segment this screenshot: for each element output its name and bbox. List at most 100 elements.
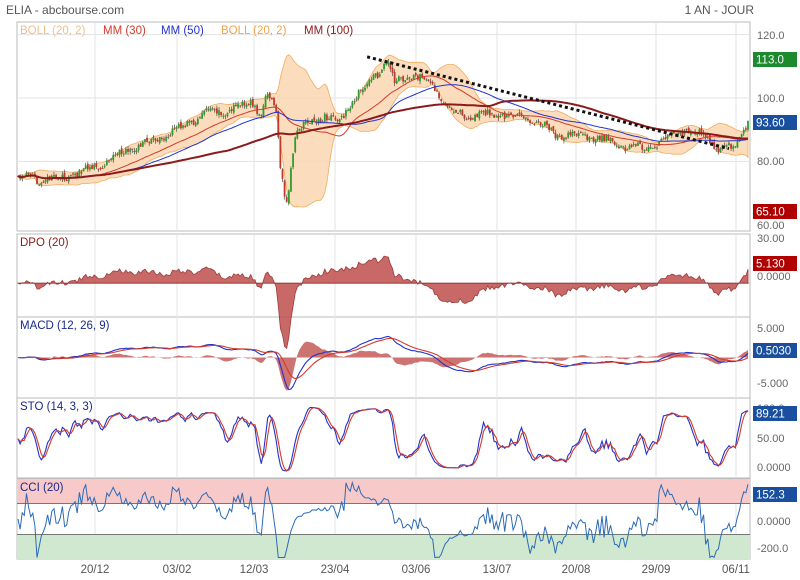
- candle-body-14: [46, 176, 49, 182]
- candle-body-242: [529, 120, 531, 124]
- candle-body-152: [338, 118, 341, 123]
- candle-body-255: [556, 135, 559, 140]
- candle-body-142: [317, 119, 320, 124]
- candle-body-74: [173, 127, 176, 129]
- candle-body-51: [125, 148, 127, 154]
- candle-body-199: [438, 92, 440, 99]
- candle-body-85: [196, 118, 199, 124]
- candle-body-133: [298, 128, 301, 131]
- x-tick-6: 13/07: [483, 564, 512, 576]
- candle-body-281: [611, 138, 614, 142]
- candle-body-110: [249, 100, 252, 106]
- candle-body-249: [543, 121, 546, 127]
- candle-body-301: [653, 146, 656, 148]
- candle-body-207: [455, 110, 457, 113]
- candle-body-271: [590, 137, 593, 139]
- candle-body-75: [175, 127, 178, 129]
- candle-body-181: [400, 77, 402, 79]
- candle-body-61: [146, 137, 148, 142]
- candle-body-237: [518, 112, 521, 115]
- y-tick-macd-neg5: -5.000: [757, 378, 788, 390]
- candle-body-223: [488, 109, 491, 116]
- candle-body-278: [605, 135, 608, 142]
- candle-body-218: [478, 111, 481, 119]
- candle-body-104: [237, 103, 239, 108]
- sto-panel-frame: [16, 397, 751, 479]
- candle-body-184: [406, 77, 409, 81]
- candle-body-185: [408, 77, 411, 79]
- candle-body-247: [539, 122, 542, 126]
- candle-body-266: [579, 132, 582, 134]
- candle-body-109: [247, 104, 250, 106]
- candle-body-145: [323, 113, 326, 122]
- candle-body-165: [366, 83, 369, 87]
- candle-body-138: [309, 122, 311, 124]
- candle-body-251: [548, 124, 551, 131]
- candle-body-25: [69, 174, 72, 176]
- candle-body-17: [53, 174, 55, 177]
- y-tick-price-60: 60.00: [757, 220, 785, 232]
- candle-body-205: [450, 108, 453, 111]
- candle-body-240: [524, 117, 527, 120]
- candle-body-275: [598, 135, 601, 141]
- candle-body-312: [677, 133, 680, 135]
- candle-body-291: [632, 144, 635, 146]
- candle-body-90: [207, 109, 210, 111]
- candle-body-332: [719, 148, 722, 153]
- candle-body-194: [427, 79, 430, 81]
- candle-body-159: [353, 101, 356, 103]
- candle-body-328: [711, 142, 713, 144]
- y-tick-dpo-0: 0.0000: [757, 271, 791, 283]
- candle-body-235: [514, 115, 517, 117]
- cci-series: [17, 480, 749, 559]
- candle-body-253: [552, 126, 555, 132]
- candle-body-274: [596, 136, 599, 140]
- candle-body-299: [649, 147, 652, 149]
- candle-body-295: [641, 144, 644, 150]
- candle-body-331: [717, 147, 720, 153]
- candle-body-5: [27, 172, 30, 174]
- y-tick-sto-0: 0.0000: [757, 462, 791, 474]
- badge-high: 113.0: [756, 55, 784, 67]
- candle-body-323: [700, 128, 703, 135]
- candle-body-343: [742, 129, 745, 134]
- candle-body-200: [440, 98, 443, 102]
- candle-body-214: [469, 117, 472, 120]
- legend-mm50: MM (50): [161, 25, 204, 37]
- candle-body-245: [535, 122, 538, 124]
- candle-body-118: [266, 93, 269, 99]
- candle-body-161: [357, 89, 360, 99]
- badge-low-bg: [753, 204, 797, 219]
- candle-body-170: [376, 72, 379, 79]
- candle-body-244: [533, 123, 536, 125]
- candle-body-234: [512, 115, 515, 118]
- candle-body-132: [296, 130, 299, 139]
- candle-body-254: [554, 132, 557, 139]
- candle-body-83: [192, 119, 195, 125]
- candle-body-18: [55, 174, 57, 180]
- x-tick-3: 12/03: [240, 564, 269, 576]
- candle-body-280: [609, 138, 612, 142]
- candle-body-182: [402, 76, 405, 82]
- candle-body-259: [565, 137, 567, 139]
- candle-body-263: [573, 131, 576, 134]
- sto-d-line: [17, 407, 749, 472]
- candle-body-49: [120, 148, 123, 154]
- candle-body-47: [116, 153, 119, 155]
- candle-body-211: [463, 114, 466, 119]
- candle-body-256: [558, 135, 561, 137]
- y-tick-price-100: 100.0: [757, 93, 785, 105]
- candle-body-29: [78, 170, 81, 178]
- candle-body-264: [575, 133, 578, 136]
- candle-body-229: [501, 113, 504, 115]
- candle-body-316: [685, 128, 688, 131]
- candle-body-135: [302, 121, 305, 130]
- candle-body-171: [378, 74, 381, 77]
- candle-body-277: [603, 134, 606, 141]
- candle-body-198: [436, 90, 438, 92]
- candle-body-28: [76, 172, 79, 177]
- candle-body-63: [150, 139, 153, 144]
- candle-body-261: [569, 132, 572, 136]
- candle-body-217: [476, 114, 479, 117]
- candle-body-177: [391, 67, 394, 73]
